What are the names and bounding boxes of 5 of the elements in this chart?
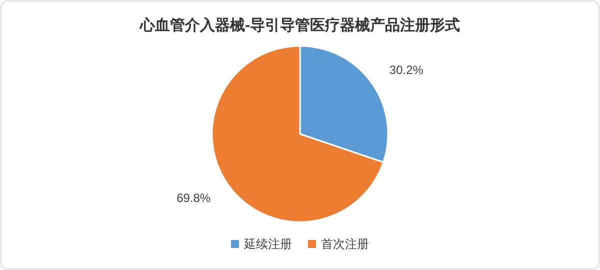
legend-label: 首次注册 <box>321 237 369 251</box>
legend-label: 延续注册 <box>243 237 292 251</box>
data-label: 30.2% <box>389 62 424 77</box>
chart-title: 心血管介入器械-导引导管医疗器械产品注册形式 <box>139 16 460 34</box>
data-label: 69.8% <box>176 191 211 206</box>
